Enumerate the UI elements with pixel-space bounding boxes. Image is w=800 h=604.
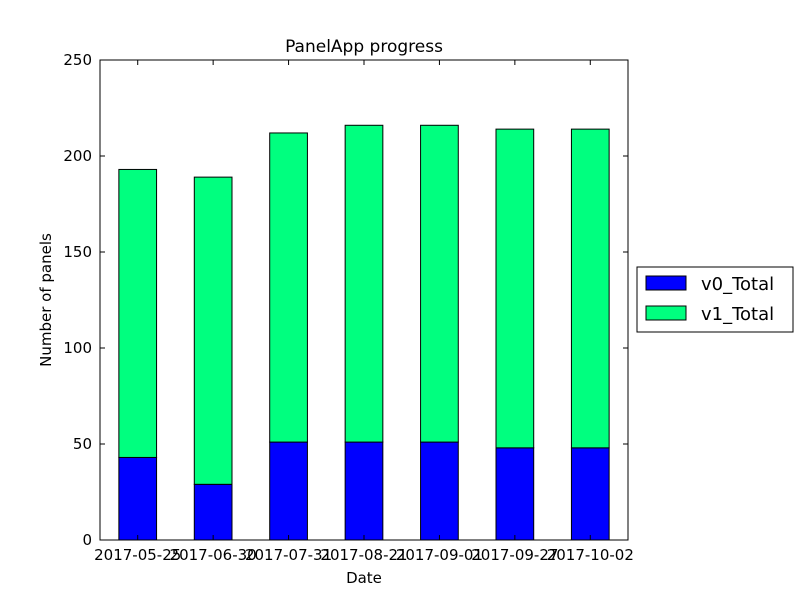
legend: v0_Total v1_Total bbox=[636, 266, 794, 333]
bar-v0-total-2017-06-30 bbox=[193, 483, 233, 541]
legend-swatch-v1-total bbox=[645, 305, 687, 321]
chart-title: PanelApp progress bbox=[285, 37, 443, 57]
x-tick-label: 2017-06-30 bbox=[170, 546, 257, 564]
x-tick-label: 2017-10-02 bbox=[547, 546, 634, 564]
x-tick-label: 2017-08-21 bbox=[320, 546, 407, 564]
bar-v1-total-2017-10-02 bbox=[570, 128, 610, 449]
bar-v1-total-2017-08-21 bbox=[344, 124, 384, 443]
x-axis-label: Date bbox=[346, 569, 382, 587]
x-tick-label: 2017-09-01 bbox=[396, 546, 483, 564]
y-tick-label: 150 bbox=[63, 243, 92, 261]
y-axis-label: Number of panels bbox=[37, 233, 55, 367]
bars-layer bbox=[118, 124, 610, 541]
bar-v0-total-2017-09-27 bbox=[495, 447, 535, 541]
legend-swatch-v0-total bbox=[645, 275, 687, 291]
x-tick-label: 2017-05-25 bbox=[94, 546, 181, 564]
y-tick-label: 100 bbox=[63, 339, 92, 357]
y-tick-label: 250 bbox=[63, 51, 92, 69]
bar-v0-total-2017-07-31 bbox=[269, 441, 308, 541]
y-tick-label: 50 bbox=[73, 435, 92, 453]
x-tick-label: 2017-07-31 bbox=[245, 546, 332, 564]
bar-v1-total-2017-09-01 bbox=[420, 124, 459, 443]
bar-v1-total-2017-07-31 bbox=[269, 132, 308, 443]
bar-v0-total-2017-10-02 bbox=[570, 447, 610, 541]
x-tick-label: 2017-09-27 bbox=[471, 546, 558, 564]
bar-v0-total-2017-08-21 bbox=[344, 441, 384, 541]
bar-v1-total-2017-05-25 bbox=[118, 168, 158, 458]
bar-v0-total-2017-09-01 bbox=[420, 441, 459, 541]
bar-v1-total-2017-09-27 bbox=[495, 128, 535, 449]
bar-v0-total-2017-05-25 bbox=[118, 456, 158, 541]
legend-label-v1-total: v1_Total bbox=[701, 304, 774, 325]
ticks-layer: 2017-05-252017-06-302017-07-312017-08-21… bbox=[63, 51, 634, 564]
y-tick-label: 0 bbox=[82, 531, 92, 549]
bar-v1-total-2017-06-30 bbox=[193, 176, 233, 485]
legend-label-v0-total: v0_Total bbox=[701, 274, 774, 295]
y-tick-label: 200 bbox=[63, 147, 92, 165]
